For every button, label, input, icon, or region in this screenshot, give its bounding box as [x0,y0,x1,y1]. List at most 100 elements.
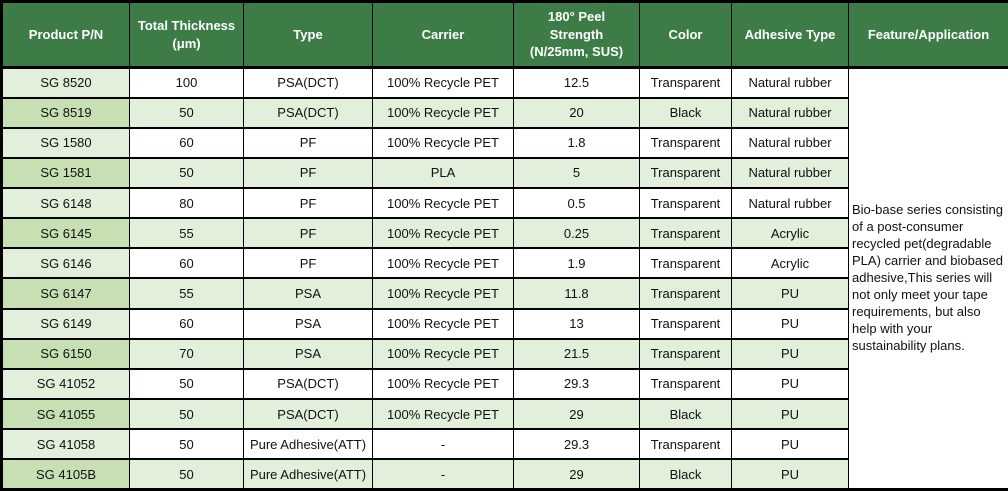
cell-carrier: 100% Recycle PET [372,398,514,431]
cell-color: Black [639,398,732,431]
cell-carrier: 100% Recycle PET [372,337,514,370]
cell-product-pn: SG 6146 [1,247,130,280]
cell-product-pn: SG 6145 [1,217,130,250]
cell-peel-strength: 0.5 [513,187,640,220]
cell-adhesive-type: Natural rubber [731,156,849,190]
cell-product-pn: SG 8519 [1,96,130,129]
cell-total-thickness: 55 [129,277,244,310]
cell-carrier: - [372,428,514,461]
cell-peel-strength: 0.25 [513,217,640,250]
cell-product-pn: SG 6149 [1,307,130,340]
cell-peel-strength: 21.5 [513,337,640,370]
cell-type: Pure Adhesive(ATT) [243,458,373,491]
cell-color: Black [639,96,732,129]
cell-adhesive-type: Natural rubber [731,126,849,159]
cell-carrier: 100% Recycle PET [372,126,514,159]
cell-type: PSA(DCT) [243,398,373,431]
cell-product-pn: SG 41058 [1,428,130,461]
cell-adhesive-type: Acrylic [731,247,849,280]
cell-color: Transparent [639,428,732,461]
column-header-product-pn: Product P/N [1,1,130,69]
cell-total-thickness: 50 [129,156,244,190]
cell-adhesive-type: Acrylic [731,217,849,250]
cell-peel-strength: 13 [513,307,640,340]
column-header-carrier: Carrier [372,1,514,69]
cell-carrier: - [372,458,514,491]
cell-color: Transparent [639,307,732,340]
cell-color: Transparent [639,187,732,220]
header-row: Product P/N Total Thickness (μm) Type Ca… [1,1,1008,69]
cell-type: PSA(DCT) [243,367,373,401]
cell-adhesive-type: PU [731,367,849,401]
cell-product-pn: SG 6148 [1,187,130,220]
cell-total-thickness: 100 [129,66,244,99]
table-row: SG 8519 50 PSA(DCT) 100% Recycle PET 20 Black… [1,96,1008,129]
cell-color: Transparent [639,367,732,401]
cell-total-thickness: 50 [129,428,244,461]
table-body: SG 8520 100 PSA(DCT) 100% Recycle PET 12.5 Tr… [1,66,1008,491]
cell-type: PF [243,217,373,250]
table-row: SG 6145 55 PF 100% Recycle PET 0.25 Transpare… [1,217,1008,250]
cell-product-pn: SG 1581 [1,156,130,190]
cell-adhesive-type: Natural rubber [731,187,849,220]
cell-total-thickness: 50 [129,398,244,431]
cell-peel-strength: 29 [513,398,640,431]
cell-carrier: 100% Recycle PET [372,247,514,280]
cell-adhesive-type: PU [731,398,849,431]
table-row: SG 41058 50 Pure Adhesive(ATT) -29.3 Transpa… [1,428,1008,461]
cell-carrier: 100% Recycle PET [372,217,514,250]
cell-peel-strength: 20 [513,96,640,129]
cell-carrier: 100% Recycle PET [372,307,514,340]
cell-color: Transparent [639,277,732,310]
cell-type: PSA [243,277,373,310]
cell-product-pn: SG 1580 [1,126,130,159]
cell-peel-strength: 29.3 [513,367,640,401]
cell-type: PSA [243,307,373,340]
column-header-adhesive-type: Adhesive Type [731,1,849,69]
cell-peel-strength: 1.8 [513,126,640,159]
table-row: SG 8520 100 PSA(DCT) 100% Recycle PET 12.5 Tr… [1,66,1008,491]
cell-peel-strength: 29.3 [513,428,640,461]
cell-color: Transparent [639,126,732,159]
cell-type: PF [243,156,373,190]
cell-carrier: PLA [372,156,514,190]
column-header-feature-application: Feature/Application [848,1,1008,69]
cell-type: Pure Adhesive(ATT) [243,428,373,461]
cell-type: PF [243,187,373,220]
cell-adhesive-type: Natural rubber [731,66,849,99]
cell-peel-strength: 5 [513,156,640,190]
table-row: SG 41055 50 PSA(DCT) 100% Recycle PET 29 Blac… [1,398,1008,431]
cell-total-thickness: 60 [129,126,244,159]
cell-color: Transparent [639,337,732,370]
cell-color: Transparent [639,217,732,250]
cell-product-pn: SG 41052 [1,367,130,401]
table-row: SG 6149 60 PSA 100% Recycle PET 13 Transparen… [1,307,1008,340]
cell-product-pn: SG 6147 [1,277,130,310]
cell-total-thickness: 80 [129,187,244,220]
feature-application-text: Bio-base series consisting of a post-con… [848,66,1008,491]
table-row: SG 1581 50 PF PLA 5 Transparent Natural rubber [1,156,1008,190]
cell-product-pn: SG 41055 [1,398,130,431]
cell-type: PSA(DCT) [243,66,373,99]
cell-total-thickness: 60 [129,247,244,280]
cell-color: Transparent [639,156,732,190]
column-header-type: Type [243,1,373,69]
cell-adhesive-type: PU [731,458,849,491]
cell-carrier: 100% Recycle PET [372,187,514,220]
cell-total-thickness: 70 [129,337,244,370]
column-header-color: Color [639,1,732,69]
cell-total-thickness: 60 [129,307,244,340]
table-row: SG 6148 80 PF 100% Recycle PET 0.5 Transparen… [1,187,1008,220]
cell-type: PF [243,126,373,159]
table-row: SG 4105B 50 Pure Adhesive(ATT) -29 Black PU [1,458,1008,491]
cell-total-thickness: 50 [129,367,244,401]
cell-adhesive-type: PU [731,428,849,461]
table-header: Product P/N Total Thickness (μm) Type Ca… [1,1,1008,69]
column-header-total-thickness: Total Thickness (μm) [129,1,244,69]
cell-total-thickness: 50 [129,458,244,491]
table-row: SG 1580 60 PF 100% Recycle PET 1.8 Transparen… [1,126,1008,159]
cell-product-pn: SG 6150 [1,337,130,370]
cell-total-thickness: 50 [129,96,244,129]
table-row: SG 6150 70 PSA 100% Recycle PET 21.5 Transpar… [1,337,1008,370]
